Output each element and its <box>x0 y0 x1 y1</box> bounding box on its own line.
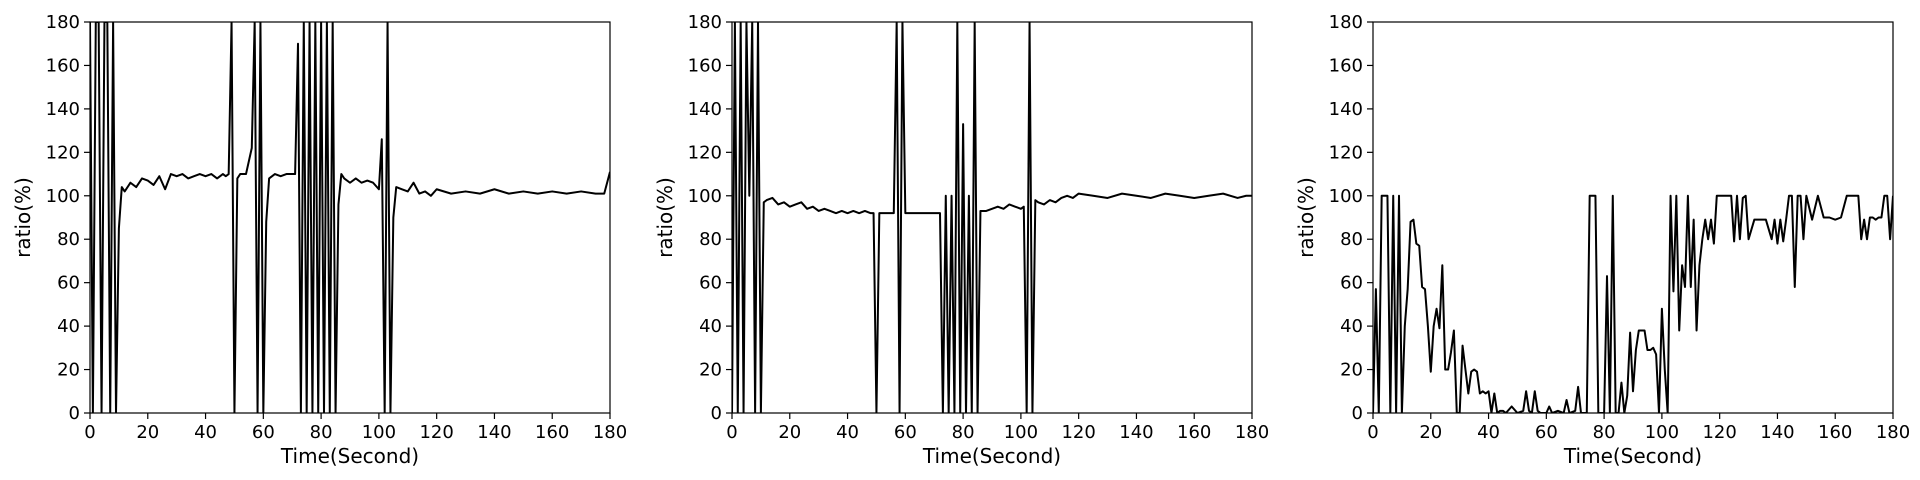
x-tick-label: 120 <box>1702 422 1736 443</box>
y-tick-label: 140 <box>688 99 722 120</box>
x-tick-label: 100 <box>362 422 396 443</box>
x-tick-label: 60 <box>1535 422 1558 443</box>
y-tick-label: 0 <box>1352 403 1363 424</box>
x-tick-label: 120 <box>1061 422 1095 443</box>
y-tick-label: 20 <box>699 360 722 381</box>
x-tick-label: 80 <box>310 422 333 443</box>
x-tick-label: 120 <box>419 422 453 443</box>
y-tick-label: 60 <box>699 273 722 294</box>
x-tick-label: 20 <box>136 422 159 443</box>
x-tick-label: 100 <box>1004 422 1038 443</box>
y-tick-label: 100 <box>688 186 722 207</box>
y-tick-label: 0 <box>69 403 80 424</box>
x-tick-label: 160 <box>1818 422 1852 443</box>
y-tick-label: 180 <box>1329 12 1363 33</box>
y-tick-label: 60 <box>1340 273 1363 294</box>
y-axis-label: ratio(%) <box>653 177 677 258</box>
x-tick-label: 180 <box>593 422 627 443</box>
y-tick-label: 80 <box>699 229 722 250</box>
y-axis-label: ratio(%) <box>1294 177 1318 258</box>
x-tick-label: 60 <box>894 422 917 443</box>
plot-frame <box>731 21 1253 414</box>
chart-panel-1: 0 20 40 60 80 100 120 140 160 180 0 20 40 60 80 100 120 1… <box>11 12 627 468</box>
x-tick-label: 40 <box>194 422 217 443</box>
x-tick-label: 40 <box>836 422 859 443</box>
y-tick-label: 40 <box>57 316 80 337</box>
y-tick-label: 80 <box>1340 229 1363 250</box>
y-tick-label: 120 <box>1329 142 1363 163</box>
x-tick-label: 60 <box>252 422 275 443</box>
plot-frame <box>89 21 611 414</box>
y-tick-label: 160 <box>1329 55 1363 76</box>
y-tick-label: 180 <box>688 12 722 33</box>
x-axis-label: Time(Second) <box>1563 444 1702 468</box>
x-tick-label: 80 <box>952 422 975 443</box>
x-tick-label: 0 <box>84 422 95 443</box>
x-axis-label: Time(Second) <box>280 444 419 468</box>
y-tick-label: 60 <box>57 273 80 294</box>
x-tick-label: 80 <box>1593 422 1616 443</box>
x-tick-label: 180 <box>1876 422 1910 443</box>
x-tick-label: 140 <box>1760 422 1794 443</box>
x-tick-label: 160 <box>1177 422 1211 443</box>
x-tick-label: 180 <box>1235 422 1269 443</box>
x-tick-label: 0 <box>1367 422 1378 443</box>
y-tick-label: 120 <box>46 142 80 163</box>
series-line <box>90 22 610 413</box>
y-tick-label: 40 <box>1340 316 1363 337</box>
y-tick-label: 20 <box>57 360 80 381</box>
x-tick-label: 160 <box>535 422 569 443</box>
x-tick-label: 100 <box>1645 422 1679 443</box>
plot-frame <box>1372 21 1894 414</box>
y-tick-label: 40 <box>699 316 722 337</box>
y-tick-label: 80 <box>57 229 80 250</box>
x-tick-label: 20 <box>778 422 801 443</box>
y-tick-label: 160 <box>46 55 80 76</box>
y-tick-label: 140 <box>1329 99 1363 120</box>
series-line <box>1373 194 1893 413</box>
y-tick-label: 180 <box>46 12 80 33</box>
y-tick-label: 0 <box>711 403 722 424</box>
chart-panel-2: 0 20 40 60 80 100 120 140 160 180 0 20 40 60 80 100 120 1… <box>653 12 1269 468</box>
x-tick-label: 40 <box>1477 422 1500 443</box>
x-axis-label: Time(Second) <box>922 444 1061 468</box>
x-tick-label: 20 <box>1419 422 1442 443</box>
y-tick-label: 160 <box>688 55 722 76</box>
x-tick-label: 140 <box>477 422 511 443</box>
x-tick-label: 140 <box>1119 422 1153 443</box>
chart-panel-3: 0 20 40 60 80 100 120 140 160 180 0 20 40 60 80 100 120 1… <box>1294 12 1910 468</box>
x-tick-label: 0 <box>726 422 737 443</box>
y-tick-label: 20 <box>1340 360 1363 381</box>
y-tick-label: 140 <box>46 99 80 120</box>
y-tick-label: 100 <box>46 186 80 207</box>
series-line <box>732 22 1252 413</box>
y-axis-label: ratio(%) <box>11 177 35 258</box>
y-tick-label: 100 <box>1329 186 1363 207</box>
y-tick-label: 120 <box>688 142 722 163</box>
